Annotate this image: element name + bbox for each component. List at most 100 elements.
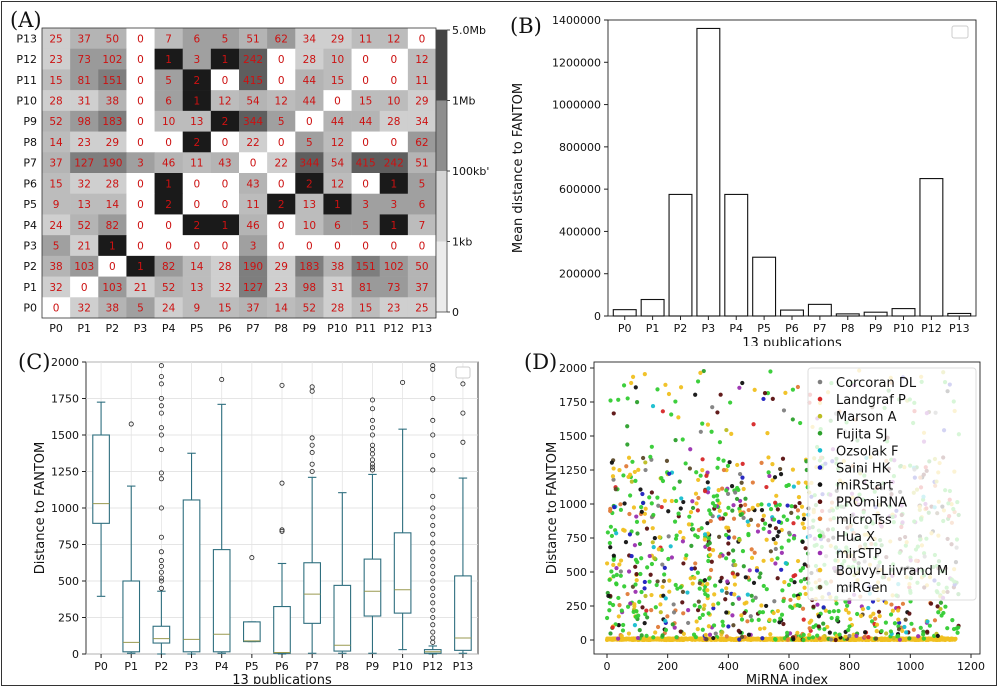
scatter-point [827,630,832,635]
scatter-point [617,467,622,473]
heatmap-cell-value: 23 [275,282,288,294]
scatter-point [627,511,632,517]
outlier-point [430,523,436,529]
heatmap-cell-value: 44 [303,75,317,87]
scatter-point [698,429,703,434]
outlier-point [219,377,225,383]
scatter-point [665,614,670,619]
colorbar-label: 0 [452,306,459,319]
heatmap-cell [126,235,155,257]
heatmap-cell-value: 28 [387,116,400,128]
scatter-point [793,504,798,509]
scatter-point [816,614,821,619]
scatter-point [712,592,717,597]
scatter-point [772,517,777,522]
scatter-point [787,530,792,535]
scatter-point [638,571,643,577]
scatter-point [671,610,677,615]
heatmap-cell-value: 98 [303,282,316,294]
heatmap-cell [407,69,437,91]
scatter-point [916,634,921,639]
legend-label: miRGen [836,581,888,596]
scatter-point [692,603,697,608]
row-label: P11 [16,74,37,87]
scatter-point [904,630,909,635]
scatter-point [666,534,671,539]
scatter-point [655,579,660,584]
scatter-point [604,561,610,566]
scatter-point [883,620,888,625]
col-label: P5 [190,322,204,335]
scatter-point [737,537,742,543]
scatter-point [760,610,766,615]
heatmap-cell [407,152,437,174]
scatter-point [888,629,893,634]
scatter-point [612,504,617,510]
scatter-point [694,501,699,506]
scatter-point [716,601,721,606]
heatmap-cell [154,235,184,257]
heatmap-cell [210,69,240,91]
heatmap-cell-value: 0 [278,220,285,232]
heatmap-cell [323,297,352,319]
scatter-point [767,529,772,535]
scatter-point [847,624,852,629]
scatter-point [728,400,733,405]
box [152,625,171,644]
box [273,605,291,654]
scatter-point [903,617,908,622]
scatter-point [707,508,712,513]
bar [780,309,804,317]
scatter-point [641,519,647,524]
bar [807,303,832,317]
scatter-point [632,469,637,475]
scatter-point [724,590,729,595]
scatter-point [768,549,773,554]
heatmap-cell-value: 103 [102,282,122,294]
scatter-point [897,637,902,642]
scatter-point [768,632,773,637]
scatter-point [678,529,683,535]
scatter-point [643,467,648,473]
scatter-point [694,470,699,475]
scatter-point [653,605,658,610]
legend-marker [817,516,823,522]
box [243,621,261,643]
heatmap-cell-value: 0 [137,96,144,108]
scatter-point [773,637,778,642]
scatter-point [686,620,691,626]
scatter-point [895,634,900,639]
scatter-point [773,546,778,552]
scatter-point [700,627,705,632]
heatmap-cell-value: 2 [193,137,200,149]
scatter-point [690,505,696,511]
scatter-point [928,601,934,606]
scatter-point [775,608,781,614]
scatter-point [650,526,655,531]
heatmap-cell [70,276,99,298]
heatmap-cell [407,255,437,277]
heatmap-cell [323,131,352,153]
scatter-point [678,506,683,511]
scatter-point [831,609,837,614]
heatmap-cell [351,297,381,319]
scatter-point [736,628,741,633]
y-tick-label: 1000000 [552,99,601,112]
heatmap-cell-value: 12 [275,96,288,108]
heatmap-cell-value: 0 [306,116,313,128]
scatter-point [747,568,752,573]
scatter-point [810,635,816,640]
scatter-point [670,622,675,627]
scatter-point [724,427,729,433]
scatter-point [759,603,764,608]
legend-marker [817,567,823,573]
heatmap-cell-value: 1 [390,220,397,232]
scatter-point [725,463,731,468]
heatmap-cell-value: 29 [275,261,288,273]
scatter-point [656,503,661,508]
scatter-point [755,523,761,528]
scatter-point [795,603,800,608]
scatter-point [718,392,723,397]
scatter-point [843,599,848,604]
row-label: P2 [23,260,37,273]
